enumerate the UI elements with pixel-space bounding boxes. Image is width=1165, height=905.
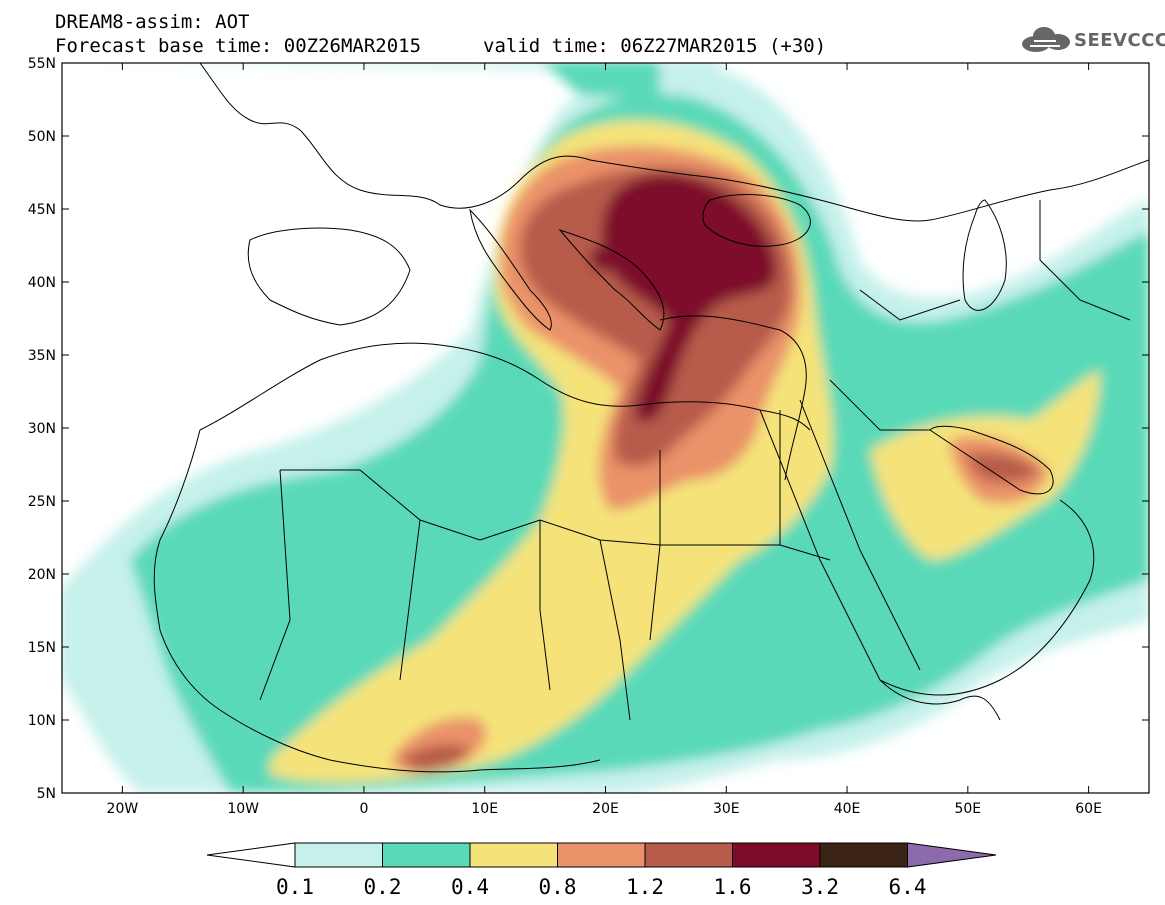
lat-label: 10N (28, 713, 56, 729)
colorbar-box (294, 842, 383, 868)
lat-label: 25N (28, 494, 56, 510)
cloud-icon (1022, 27, 1070, 52)
colorbar-label: 3.2 (801, 875, 839, 899)
colorbar-under (206, 842, 296, 868)
lon-label: 0 (359, 801, 368, 817)
colorbar-over (907, 842, 997, 868)
lat-label: 15N (28, 640, 56, 656)
lon-label: 30E (713, 801, 740, 817)
colorbar-label: 1.6 (714, 875, 752, 899)
colorbar-box (644, 842, 733, 868)
coastlines (153, 63, 1149, 773)
lon-label: 40E (834, 801, 861, 817)
colorbar-box (732, 842, 821, 868)
colorbar-label: 0.8 (539, 875, 577, 899)
lat-label: 45N (28, 202, 56, 218)
lon-label: 20W (107, 801, 139, 817)
colorbar-label: 0.4 (451, 875, 489, 899)
colorbar-label: 1.2 (626, 875, 664, 899)
colorbar-label: 0.2 (364, 875, 402, 899)
colorbar: 0.1 0.2 0.4 0.8 1.2 1.6 3.2 6.4 (206, 842, 997, 899)
lon-label: 60E (1075, 801, 1102, 817)
lat-label: 55N (28, 56, 56, 72)
lat-label: 35N (28, 348, 56, 364)
latitude-axis: 55N 50N 45N 40N 35N 30N 25N 20N 15N 10N 5N (28, 56, 1149, 802)
lon-label: 10W (227, 801, 259, 817)
lon-label: 20E (592, 801, 619, 817)
aot-field (62, 63, 1149, 793)
colorbar-label: 6.4 (889, 875, 927, 899)
lat-label: 40N (28, 275, 56, 291)
map-title: DREAM8-assim: AOT (55, 11, 250, 33)
colorbar-box (469, 842, 558, 868)
colorbar-box (819, 842, 908, 868)
lat-label: 5N (37, 786, 56, 802)
colorbar-box (382, 842, 471, 868)
forecast-base-time: Forecast base time: 00Z26MAR2015 (55, 35, 422, 57)
lon-label: 10E (471, 801, 498, 817)
longitude-axis: 20W 10W 0 10E 20E 30E 40E 50E 60E (107, 63, 1102, 817)
colorbar-label: 0.1 (276, 875, 314, 899)
lat-label: 20N (28, 567, 56, 583)
valid-time: valid time: 06Z27MAR2015 (+30) (483, 35, 827, 57)
lat-label: 50N (28, 129, 56, 145)
lon-label: 50E (954, 801, 981, 817)
lat-label: 30N (28, 421, 56, 437)
logo-text: SEEVCCC (1074, 30, 1165, 51)
colorbar-box (557, 842, 646, 868)
